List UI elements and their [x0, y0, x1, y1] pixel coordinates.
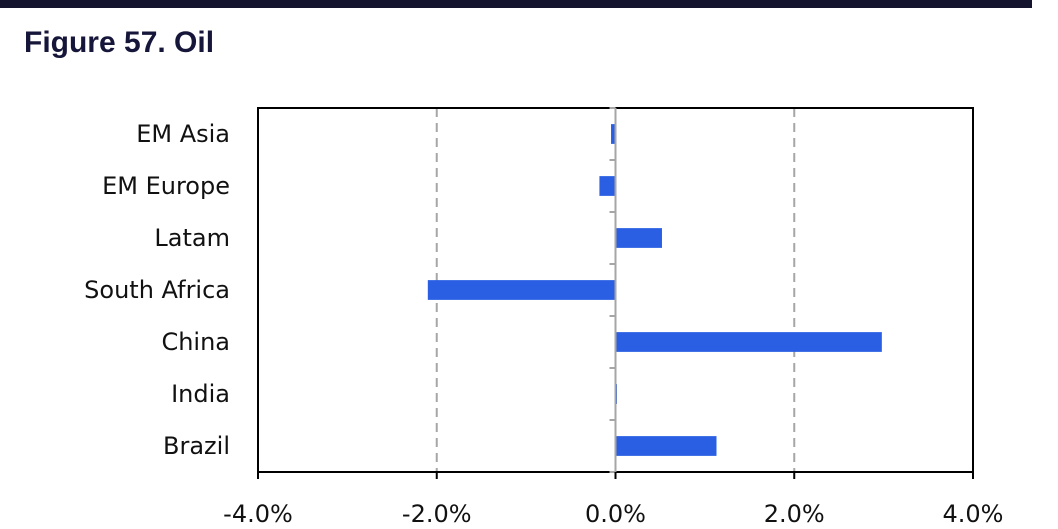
x-tick-label: -2.0% [402, 500, 472, 528]
category-label: Latam [154, 224, 230, 252]
page-title: Figure 57. Oil [24, 26, 215, 59]
bar-china [615, 332, 882, 352]
category-label: China [161, 328, 230, 356]
category-label: India [171, 380, 230, 408]
x-tick-label: 0.0% [585, 500, 646, 528]
axes [257, 107, 974, 479]
category-label: EM Asia [136, 120, 230, 148]
bar-south-africa [427, 280, 616, 300]
x-tick-label: -4.0% [223, 500, 293, 528]
category-label: South Africa [84, 276, 230, 304]
bar-latam [615, 228, 662, 248]
bars [427, 124, 882, 456]
bar-em-asia [611, 124, 616, 144]
labels: EM Asia EM Europe Latam South Africa China In… [84, 120, 1003, 528]
x-tick-label: 4.0% [943, 500, 1004, 528]
header-rule [0, 0, 1032, 8]
category-label: Brazil [163, 432, 230, 460]
bar-em-europe [599, 176, 616, 196]
category-label: EM Europe [102, 172, 230, 200]
x-tick-label: 2.0% [764, 500, 825, 528]
bar-brazil [615, 436, 717, 456]
